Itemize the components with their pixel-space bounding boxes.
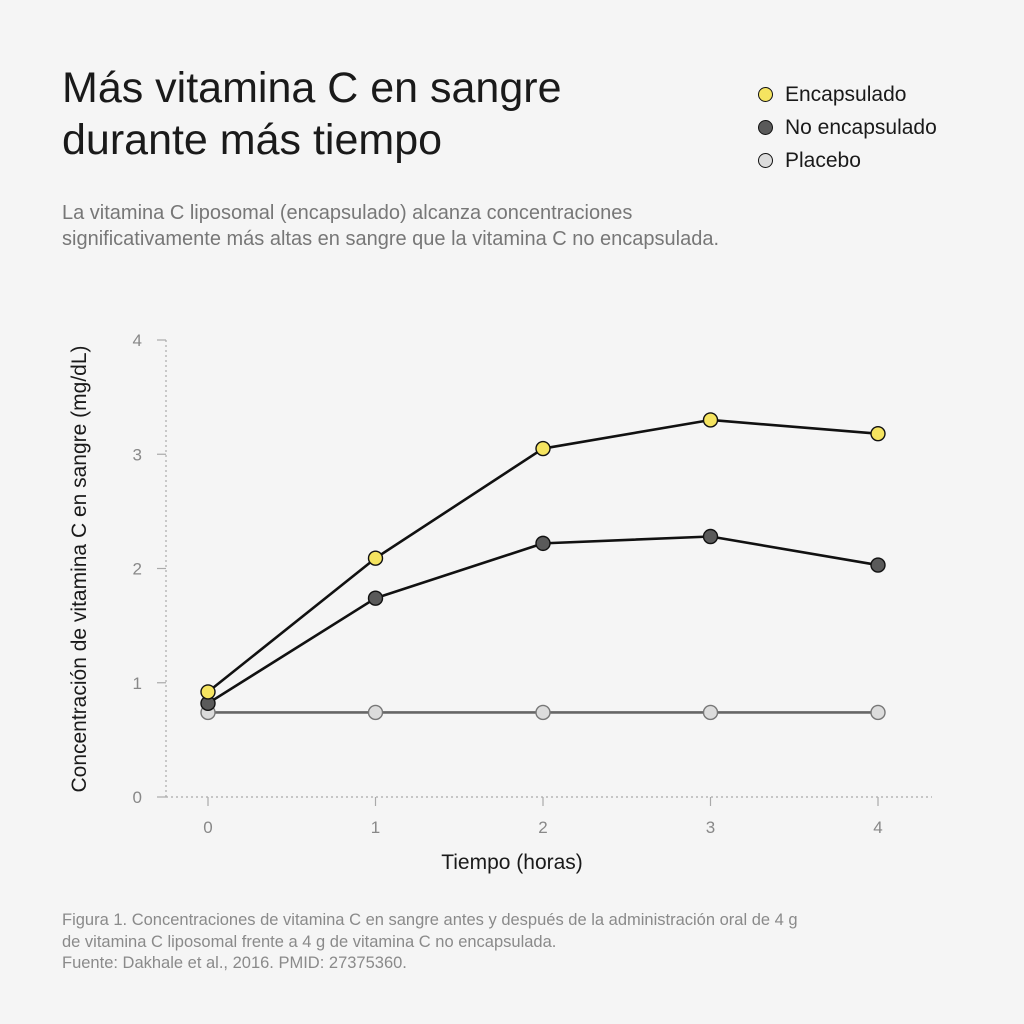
chart-series-lines [207, 418, 879, 714]
data-point-no-encapsulado [367, 590, 384, 606]
legend-item-encapsulado: Encapsulado [758, 78, 937, 111]
y-axis-label: Concentración de vitamina C en sangre (m… [68, 345, 91, 792]
legend-label: Encapsulado [785, 82, 907, 106]
data-point-no-encapsulado [702, 528, 719, 545]
chart-subtitle: La vitamina C liposomal (encapsulado) al… [62, 200, 962, 252]
data-point-encapsulado [535, 440, 551, 457]
caption-line-1: Figura 1. Concentraciones de vitamina C … [62, 911, 798, 929]
data-point-placebo [535, 704, 551, 721]
caption-line-2: de vitamina C liposomal frente a 4 g de … [62, 932, 557, 951]
data-point-no-encapsulado [535, 535, 551, 552]
chart-title: Más vitamina C en sangre durante más tie… [62, 62, 562, 166]
legend-item-placebo: Placebo [758, 144, 937, 177]
legend-marker [758, 120, 773, 135]
series-line-encapsulado [207, 418, 879, 693]
y-tick-label: 3 [133, 445, 142, 464]
y-tick-label: 0 [133, 788, 142, 807]
y-tick-label: 1 [133, 674, 142, 693]
data-point-placebo [702, 704, 719, 721]
x-tick-label: 4 [873, 818, 882, 837]
x-tick-label: 2 [538, 818, 547, 837]
chart-subtitle-line-2: significativamente más altas en sangre q… [62, 228, 720, 250]
data-point-encapsulado [367, 550, 384, 566]
data-point-encapsulado [200, 684, 216, 700]
data-point-placebo [870, 704, 886, 721]
data-point-encapsulado [702, 412, 719, 428]
legend-label: Placebo [785, 148, 861, 172]
legend: Encapsulado No encapsulado Placebo [758, 78, 937, 177]
figure-caption: Figura 1. Concentraciones de vitamina C … [62, 910, 972, 975]
x-tick-label: 3 [706, 818, 715, 837]
chart-axes: 0 1 2 3 4 0 1 2 3 4 [133, 331, 932, 837]
y-tick-label: 4 [133, 331, 142, 350]
data-point-encapsulado [870, 425, 886, 442]
chart-subtitle-line-1: La vitamina C liposomal (encapsulado) al… [62, 202, 633, 224]
x-axis-label: Tiempo (horas) [441, 851, 583, 874]
x-tick-label: 1 [371, 818, 380, 837]
chart-data-points [200, 412, 886, 721]
legend-item-no-encapsulado: No encapsulado [758, 111, 937, 144]
caption-source: Fuente: Dakhale et al., 2016. PMID: 2737… [62, 954, 407, 972]
legend-label: No encapsulado [785, 115, 937, 139]
data-point-placebo [367, 704, 384, 721]
chart-title-line-2: durante más tiempo [62, 116, 443, 164]
series-line-no-encapsulado [207, 535, 879, 705]
data-point-no-encapsulado [870, 557, 886, 573]
legend-marker [758, 87, 773, 102]
y-tick-label: 2 [133, 560, 142, 579]
chart-title-line-1: Más vitamina C en sangre [62, 64, 562, 112]
x-tick-label: 0 [203, 818, 212, 837]
legend-marker [758, 153, 773, 168]
